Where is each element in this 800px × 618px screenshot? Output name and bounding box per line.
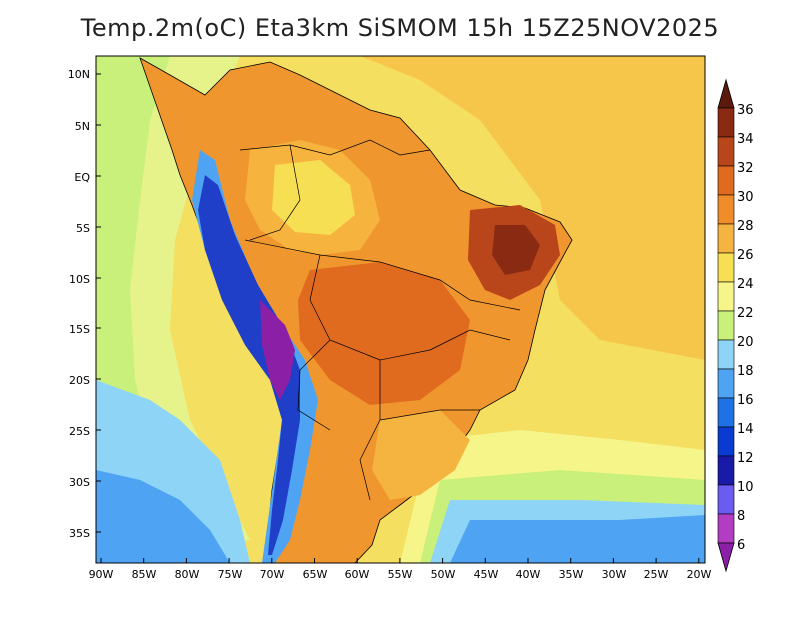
latitude-labels: 10N 5N EQ 5S 10S 15S 20S 25S 30S 35S (68, 68, 91, 540)
andes-coldest-peaks (260, 300, 295, 400)
lon-label: 20W (687, 568, 712, 581)
lat-label: 5N (75, 120, 90, 133)
lon-label: 65W (303, 568, 328, 581)
colorbar-segment (717, 136, 735, 167)
lon-label: 85W (132, 568, 157, 581)
colorbar (717, 78, 735, 573)
colorbar-segment (717, 252, 735, 283)
pacific-mid-blue (96, 470, 230, 563)
northeast-hottest-core (492, 225, 540, 275)
atlantic-warm-band (360, 56, 705, 360)
colorbar-label: 12 (737, 451, 754, 466)
lon-label: 40W (516, 568, 541, 581)
central-brazil-hot (298, 262, 470, 405)
lon-label: 75W (218, 568, 243, 581)
lat-label: 15S (69, 323, 90, 336)
lat-label: 20S (69, 374, 90, 387)
andes-cold-core (198, 175, 300, 555)
colorbar-segment (717, 223, 735, 254)
colorbar-label: 34 (737, 132, 754, 147)
lon-label: 35W (559, 568, 584, 581)
colorbar-segment (717, 165, 735, 196)
colorbar-segment (717, 368, 735, 399)
temperature-field (96, 56, 705, 563)
lon-label: 25W (644, 568, 669, 581)
map-frame (95, 55, 706, 564)
colorbar-label: 14 (737, 422, 754, 437)
colorbar-label: 20 (737, 335, 754, 350)
colorbar-label: 32 (737, 161, 754, 176)
lat-label: 35S (69, 527, 90, 540)
lat-label: 5S (76, 222, 90, 235)
lon-label: 80W (175, 568, 200, 581)
colorbar-label: 22 (737, 306, 754, 321)
lon-label: 90W (89, 568, 114, 581)
lat-label: 25S (69, 425, 90, 438)
amazon-interior-yellow (272, 160, 355, 235)
lat-label: 30S (69, 476, 90, 489)
lon-label: 60W (345, 568, 370, 581)
pacific-green-band (96, 56, 170, 450)
colorbar-label: 6 (737, 538, 745, 553)
colorbar-label: 28 (737, 219, 754, 234)
lon-label: 50W (431, 568, 456, 581)
lat-label: 10N (68, 68, 90, 81)
longitude-labels: 90W 85W 80W 75W 70W 65W 60W 55W 50W 45W … (89, 568, 712, 581)
colorbar-segment (717, 281, 735, 312)
colorbar-segment (717, 339, 735, 370)
lon-label: 45W (474, 568, 499, 581)
colorbar-bottom-arrow (717, 542, 735, 573)
south-brazil-mild (372, 410, 470, 500)
colorbar-label: 36 (737, 103, 754, 118)
colorbar-label: 24 (737, 277, 754, 292)
lat-label: EQ (74, 171, 90, 184)
colorbar-segment (717, 426, 735, 457)
colorbar-label: 26 (737, 248, 754, 263)
colorbar-label: 10 (737, 480, 754, 495)
colorbar-label: 8 (737, 509, 745, 524)
lon-label: 70W (260, 568, 285, 581)
lon-label: 55W (388, 568, 413, 581)
axis-ticks (96, 73, 700, 563)
colorbar-segment (717, 513, 735, 544)
colorbar-segment (717, 397, 735, 428)
colorbar-label: 30 (737, 190, 754, 205)
colorbar-labels: 6 8 10 12 14 16 18 20 22 24 26 28 30 32 … (737, 103, 754, 553)
colorbar-segment (717, 107, 735, 138)
atlantic-mid-blue (450, 515, 705, 563)
colorbar-segment (717, 455, 735, 486)
lat-label: 10S (69, 273, 90, 286)
colorbar-label: 16 (737, 393, 754, 408)
lon-label: 30W (602, 568, 627, 581)
colorbar-segment (717, 484, 735, 515)
colorbar-segment (717, 194, 735, 225)
country-borders (239, 139, 521, 501)
colorbar-label: 18 (737, 364, 754, 379)
map-title: Temp.2m(oC) Eta3km SiSMOM 15h 15Z25NOV20… (80, 14, 720, 42)
colorbar-segment (717, 310, 735, 341)
colorbar-top-arrow (717, 78, 735, 109)
